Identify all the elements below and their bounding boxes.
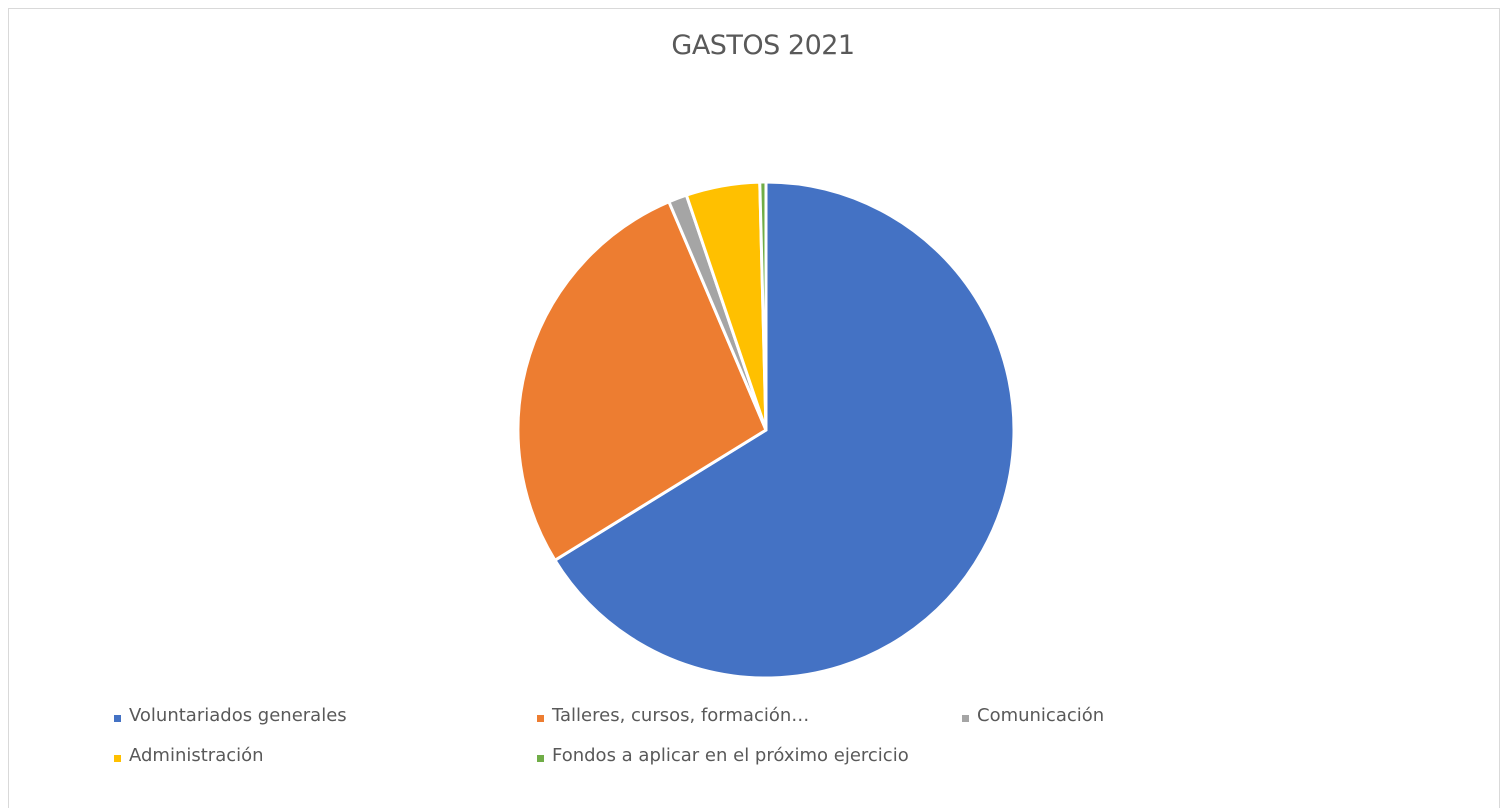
legend-item-fondos: Fondos a aplicar en el próximo ejercicio [537,745,909,766]
legend-item-talleres: Talleres, cursos, formación… [537,705,809,726]
pie-slice-4 [758,180,768,432]
legend-swatch [537,715,544,722]
legend-label: Talleres, cursos, formación… [552,705,810,726]
legend-item-comunicacion: Comunicación [962,705,1104,726]
legend-label: Comunicación [977,705,1105,726]
pie-slice-1 [516,200,768,562]
legend-swatch [962,715,969,722]
legend-swatch [114,715,121,722]
legend-label: Fondos a aplicar en el próximo ejercicio [552,745,909,766]
pie-slice-0 [553,180,1016,680]
legend-label: Administración [129,745,264,766]
chart-title: GASTOS 2021 [671,30,855,61]
legend-label: Voluntariados generales [129,705,347,726]
legend-item-voluntariados: Voluntariados generales [114,705,347,726]
legend-swatch [537,755,544,762]
legend-item-administracion: Administración [114,745,264,766]
legend-swatch [114,755,121,762]
